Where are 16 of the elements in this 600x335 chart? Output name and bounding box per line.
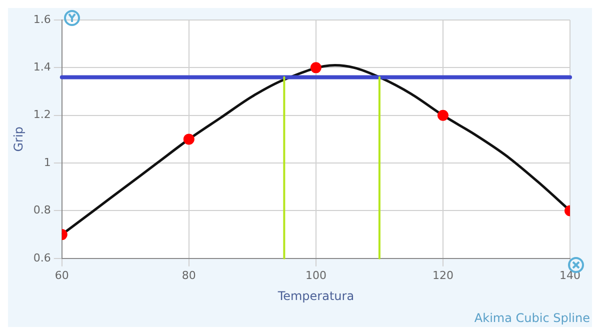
x-tick-label: 80 (182, 268, 196, 282)
x-tick-label: 60 (54, 268, 69, 282)
y-tick-label: 1.2 (33, 108, 51, 122)
y-axis-title: Grip (11, 126, 26, 152)
y-tick-label: 0.6 (33, 251, 51, 264)
y-tick-label: 1.4 (33, 60, 51, 74)
y-tick-label: 1.6 (33, 12, 51, 26)
point (183, 134, 194, 145)
x-axis-title: Temperatura (276, 288, 354, 303)
text: Akima Cubic Spline (474, 311, 590, 325)
y-tick-label: 0.8 (33, 204, 51, 217)
x-tick-label: 100 (305, 268, 326, 282)
y-tick-label: 1 (44, 156, 51, 169)
x-tick-label: 120 (432, 268, 454, 282)
point (310, 62, 322, 74)
point (437, 110, 448, 121)
